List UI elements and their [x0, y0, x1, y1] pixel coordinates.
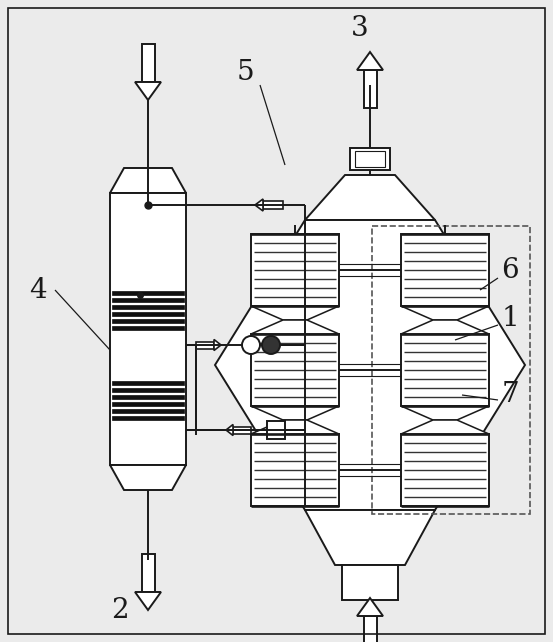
Text: 6: 6	[501, 257, 519, 284]
Polygon shape	[355, 151, 385, 167]
Polygon shape	[196, 342, 214, 349]
Polygon shape	[112, 401, 184, 406]
Polygon shape	[251, 406, 339, 420]
Polygon shape	[112, 381, 184, 385]
Polygon shape	[363, 616, 377, 642]
Text: 4: 4	[29, 277, 47, 304]
Text: 3: 3	[351, 15, 369, 42]
Polygon shape	[112, 394, 184, 399]
Polygon shape	[401, 434, 489, 506]
Text: 1: 1	[501, 304, 519, 331]
Polygon shape	[305, 510, 435, 565]
Polygon shape	[214, 340, 221, 351]
Polygon shape	[251, 434, 339, 506]
Polygon shape	[305, 175, 435, 220]
Polygon shape	[251, 234, 339, 306]
Text: 2: 2	[111, 596, 129, 623]
Polygon shape	[215, 220, 525, 510]
Polygon shape	[401, 406, 489, 420]
Polygon shape	[251, 320, 339, 334]
Polygon shape	[255, 199, 263, 211]
Polygon shape	[112, 290, 184, 295]
Polygon shape	[401, 320, 489, 334]
Text: 5: 5	[236, 58, 254, 85]
Polygon shape	[142, 44, 154, 82]
Polygon shape	[401, 334, 489, 406]
Polygon shape	[112, 304, 184, 309]
Polygon shape	[110, 465, 186, 490]
Polygon shape	[267, 421, 285, 439]
Polygon shape	[112, 325, 184, 329]
Polygon shape	[357, 52, 383, 70]
Polygon shape	[135, 592, 161, 610]
Polygon shape	[112, 415, 184, 419]
Polygon shape	[110, 193, 186, 465]
Text: 7: 7	[501, 381, 519, 408]
Polygon shape	[135, 82, 161, 100]
Polygon shape	[112, 311, 184, 315]
Polygon shape	[251, 334, 339, 406]
Polygon shape	[357, 598, 383, 616]
Polygon shape	[110, 168, 186, 193]
Polygon shape	[251, 420, 339, 434]
Polygon shape	[263, 201, 283, 209]
Polygon shape	[401, 420, 489, 434]
Circle shape	[262, 336, 280, 354]
Polygon shape	[342, 565, 398, 600]
Polygon shape	[350, 148, 390, 170]
Polygon shape	[401, 234, 489, 306]
Polygon shape	[363, 70, 377, 108]
Polygon shape	[112, 297, 184, 302]
Polygon shape	[112, 408, 184, 413]
Polygon shape	[112, 318, 184, 322]
Polygon shape	[251, 306, 339, 320]
Circle shape	[242, 336, 260, 354]
Polygon shape	[401, 306, 489, 320]
Polygon shape	[226, 424, 233, 435]
Polygon shape	[142, 554, 154, 592]
Polygon shape	[233, 426, 251, 433]
Polygon shape	[112, 388, 184, 392]
